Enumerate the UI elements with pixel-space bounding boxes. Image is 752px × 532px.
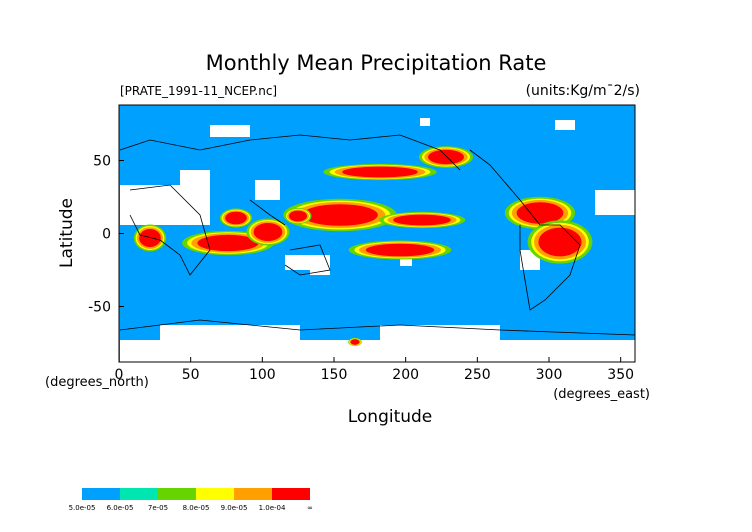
x-tick-label: 150 [321, 367, 348, 383]
x-unit: (degrees_east) [553, 387, 650, 402]
rain-area [350, 339, 360, 345]
colorbar-label: 7e-05 [148, 504, 168, 512]
colorbar-label: 5.0e-05 [69, 504, 96, 512]
colorbar-swatch [120, 488, 158, 500]
y-unit: (degrees_north) [45, 375, 149, 390]
title: Monthly Mean Precipitation Rate [206, 51, 547, 75]
colorbar-label: 6.0e-05 [107, 504, 134, 512]
colorbar-swatch [272, 488, 310, 500]
colorbar-swatch [82, 488, 120, 500]
rain-area [342, 166, 418, 178]
rain-area [393, 214, 451, 226]
x-tick-label: 50 [182, 367, 200, 383]
rain-area [225, 211, 247, 225]
rain-area [302, 204, 378, 226]
rain-area [538, 227, 582, 257]
colorbar-swatch [196, 488, 234, 500]
x-tick-label: 200 [392, 367, 419, 383]
y-tick-label: -50 [88, 300, 111, 316]
x-tick-label: 350 [607, 367, 634, 383]
units: (units:Kg/m¯2/s) [526, 83, 640, 99]
x-tick-label: 250 [464, 367, 491, 383]
colorbar-label: 9.0e-05 [221, 504, 248, 512]
rain-area [365, 243, 435, 257]
y-axis-label: Latitude [57, 198, 77, 268]
y-tick-label: 50 [93, 153, 111, 169]
rain-area [139, 229, 161, 247]
rain-area [253, 223, 283, 241]
y-tick-label: 0 [102, 227, 111, 243]
x-axis-label: Longitude [348, 407, 433, 427]
x-tick-label: 300 [536, 367, 563, 383]
rain-area [428, 149, 464, 165]
colorbar-swatch [158, 488, 196, 500]
colorbar-swatch [234, 488, 272, 500]
rain-area [289, 210, 307, 222]
rain-area [197, 234, 259, 252]
precipitation-field [119, 105, 636, 362]
colorbar-label: 1.0e-04 [259, 504, 286, 512]
x-tick-label: 100 [249, 367, 276, 383]
subtitle: [PRATE_1991-11_NCEP.nc] [120, 84, 277, 98]
colorbar-label: 8.0e-05 [183, 504, 210, 512]
rain-area [516, 202, 564, 224]
colorbar-label: ∞ [307, 504, 313, 512]
x-tick-label: 0 [115, 367, 124, 383]
